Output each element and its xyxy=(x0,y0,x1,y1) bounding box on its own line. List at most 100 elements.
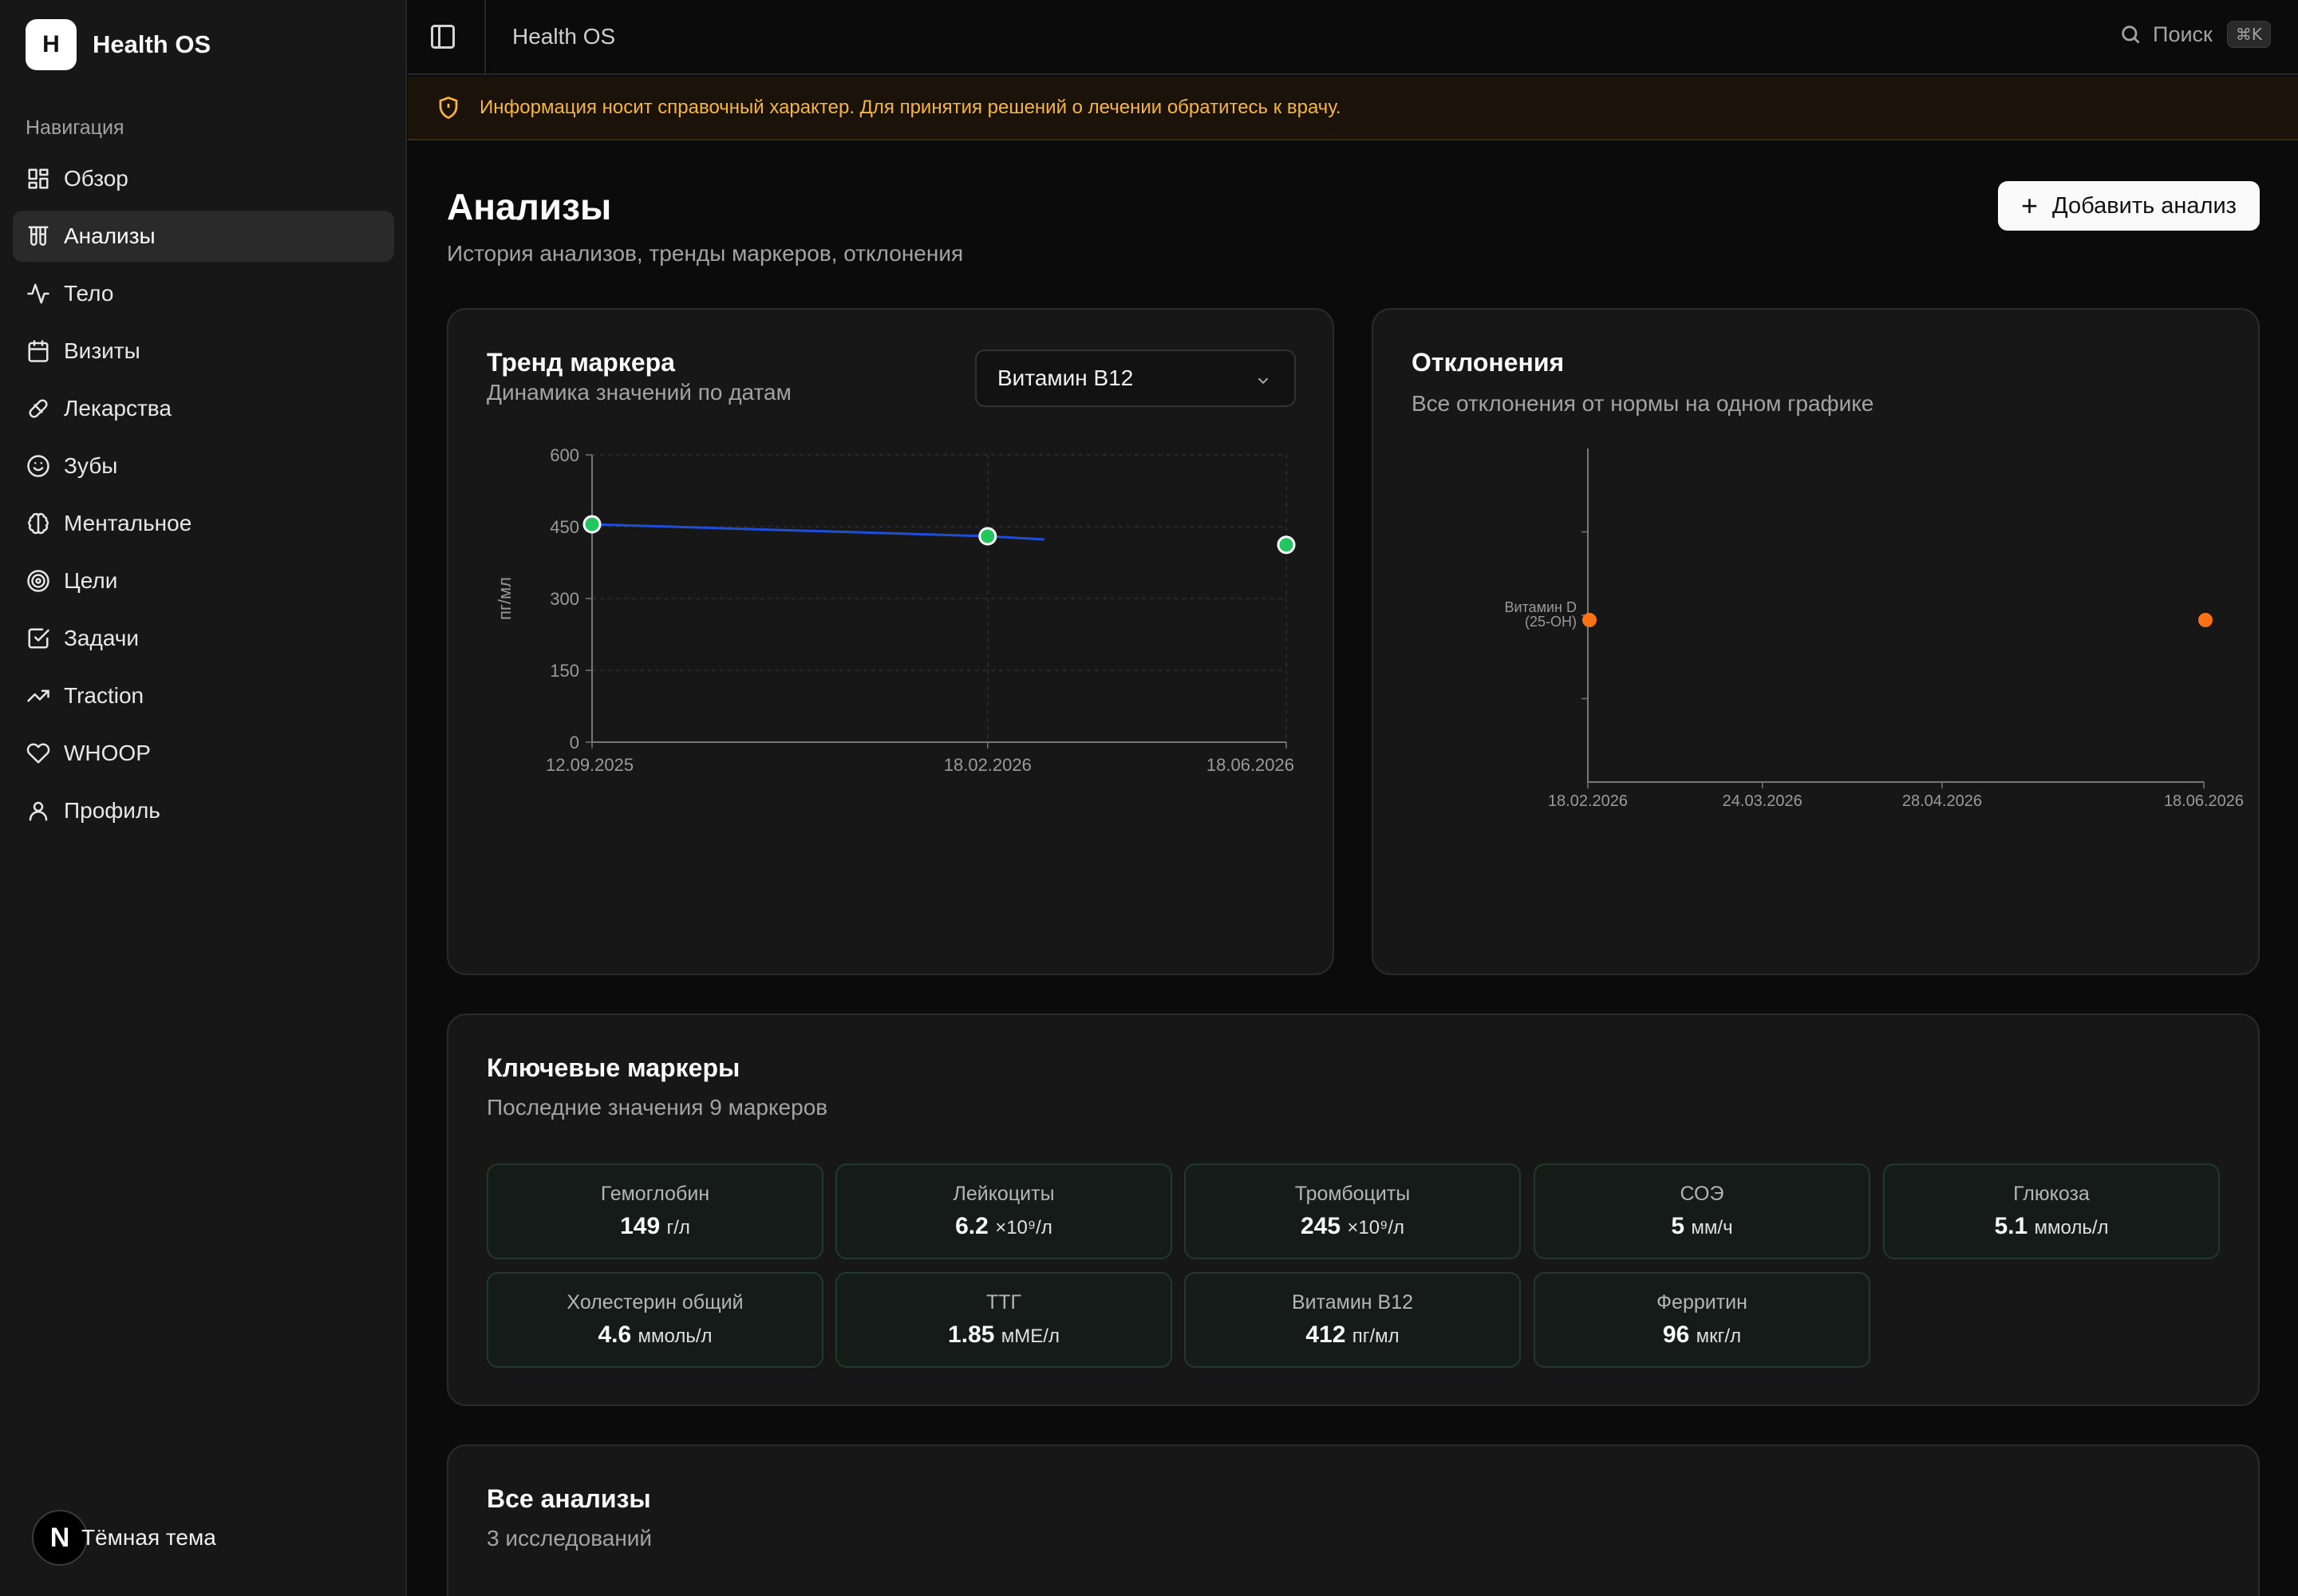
disclaimer-text: Информация носит справочный характер. Дл… xyxy=(480,97,1341,118)
smile-icon xyxy=(26,453,51,479)
x-tick-label: 18.02.2026 xyxy=(1548,792,1628,810)
brand-name: Health OS xyxy=(93,30,211,58)
marker-name: Лейкоциты xyxy=(953,1183,1055,1205)
sidebar-item-mental[interactable]: Ментальное xyxy=(13,498,394,549)
key-markers-title: Ключевые маркеры xyxy=(487,1053,740,1082)
sidebar-item-body[interactable]: Тело xyxy=(13,268,394,319)
trend-data-point xyxy=(978,527,997,546)
theme-label: Тёмная тема xyxy=(81,1525,216,1550)
target-icon xyxy=(26,568,51,594)
test-tubes-icon xyxy=(26,223,51,249)
deviation-data-point xyxy=(1582,613,1597,627)
pill-icon xyxy=(26,396,51,421)
marker-name: Холестерин общий xyxy=(567,1291,744,1314)
marker-select[interactable]: Витамин B12 xyxy=(975,350,1296,407)
marker-name: Ферритин xyxy=(1656,1291,1747,1314)
sidebar-item-tests[interactable]: Анализы xyxy=(13,211,394,262)
all-tests-subtitle: 3 исследований xyxy=(487,1526,653,1551)
sidebar-item-goals[interactable]: Цели xyxy=(13,555,394,606)
marker-value: 1.85 мМЕ/л xyxy=(948,1321,1060,1348)
deviations-card-subtitle: Все отклонения от нормы на одном графике xyxy=(1412,391,1874,416)
add-test-button[interactable]: + Добавить анализ xyxy=(1998,181,2260,231)
deviation-data-point xyxy=(2198,613,2213,627)
marker-name: СОЭ xyxy=(1680,1183,1724,1205)
marker-glucose[interactable]: Глюкоза 5.1 ммоль/л xyxy=(1883,1163,2220,1259)
activity-icon xyxy=(26,281,51,306)
trending-up-icon xyxy=(26,683,51,709)
marker-name: Глюкоза xyxy=(2013,1183,2090,1205)
nav-group-label: Навигация xyxy=(26,117,124,139)
sidebar-item-label: Профиль xyxy=(64,798,160,823)
key-markers-card: Ключевые маркеры Последние значения 9 ма… xyxy=(447,1013,2260,1406)
search-icon xyxy=(2122,26,2140,44)
marker-hemoglobin[interactable]: Гемоглобин 149 г/л xyxy=(487,1163,823,1259)
sidebar-item-label: Тело xyxy=(64,281,114,306)
disclaimer-banner: Информация носит справочный характер. Дл… xyxy=(408,77,2298,140)
y-tick-label: 300 xyxy=(550,589,579,609)
sidebar-item-tasks[interactable]: Задачи xyxy=(13,613,394,664)
marker-cholesterol[interactable]: Холестерин общий 4.6 ммоль/л xyxy=(487,1272,823,1368)
header-title: Health OS xyxy=(512,24,616,49)
sidebar-nav: Обзор Анализы Тело Визиты Лекарства Зубы… xyxy=(13,153,394,843)
marker-value: 5 мм/ч xyxy=(1671,1213,1733,1239)
marker-leukocytes[interactable]: Лейкоциты 6.2 ×10⁹/л xyxy=(835,1163,1172,1259)
theme-toggle[interactable]: N Тёмная тема xyxy=(32,1510,216,1566)
y-tick-label: 0 xyxy=(570,733,579,753)
key-markers-subtitle: Последние значения 9 маркеров xyxy=(487,1095,828,1120)
marker-select-value: Витамин B12 xyxy=(997,365,1134,390)
trend-card-title: Тренд маркера xyxy=(487,348,675,377)
x-tick-label: 24.03.2026 xyxy=(1723,792,1802,810)
deviations-card-title: Отклонения xyxy=(1412,348,1565,377)
warning-shield-icon xyxy=(439,97,458,120)
all-tests-card: Все анализы 3 исследований xyxy=(447,1444,2260,1596)
marker-tsh[interactable]: ТТГ 1.85 мМЕ/л xyxy=(835,1272,1172,1368)
y-tick-label: 600 xyxy=(550,445,579,465)
deviations-chart: 18.02.2026 24.03.2026 28.04.2026 18.06.2026… xyxy=(1505,448,2244,810)
trend-data-point xyxy=(582,515,602,534)
marker-value: 245 ×10⁹/л xyxy=(1300,1213,1405,1239)
heart-icon xyxy=(26,741,51,766)
top-header: Health OS Поиск ⌘K xyxy=(408,0,2298,75)
marker-vitamin-b12[interactable]: Витамин B12 412 пг/мл xyxy=(1184,1272,1521,1368)
trend-data-point xyxy=(1277,535,1296,555)
marker-value: 149 г/л xyxy=(620,1213,690,1239)
sidebar-item-whoop[interactable]: WHOOP xyxy=(13,728,394,779)
x-tick-label: 18.06.2026 xyxy=(1206,755,1294,775)
sidebar-item-profile[interactable]: Профиль xyxy=(13,785,394,836)
marker-name: Тромбоциты xyxy=(1294,1183,1411,1205)
sidebar-item-visits[interactable]: Визиты xyxy=(13,326,394,377)
marker-name: Гемоглобин xyxy=(600,1183,710,1205)
sidebar-item-traction[interactable]: Traction xyxy=(13,670,394,721)
marker-value: 5.1 ммоль/л xyxy=(1994,1213,2109,1239)
deviations-card: Отклонения Все отклонения от нормы на од… xyxy=(1372,308,2260,975)
sidebar-item-medications[interactable]: Лекарства xyxy=(13,383,394,434)
trend-card-subtitle: Динамика значений по датам xyxy=(487,380,792,405)
dashboard-icon xyxy=(26,166,51,192)
next-badge-icon[interactable]: N xyxy=(32,1510,88,1566)
sidebar-item-label: Задачи xyxy=(64,626,140,650)
panel-left-icon xyxy=(431,25,455,49)
search-shortcut: ⌘K xyxy=(2226,21,2271,48)
header-divider xyxy=(484,0,486,75)
chevron-down-icon xyxy=(1258,377,1269,385)
marker-esr[interactable]: СОЭ 5 мм/ч xyxy=(1534,1163,1870,1259)
sidebar-item-label: Зубы xyxy=(64,453,118,478)
all-tests-title: Все анализы xyxy=(487,1484,651,1513)
plus-icon: + xyxy=(2021,189,2039,222)
sidebar-item-overview[interactable]: Обзор xyxy=(13,153,394,204)
brand[interactable]: H Health OS xyxy=(26,19,211,70)
marker-platelets[interactable]: Тромбоциты 245 ×10⁹/л xyxy=(1184,1163,1521,1259)
marker-ferritin[interactable]: Ферритин 96 мкг/л xyxy=(1534,1272,1870,1368)
search-button[interactable]: Поиск ⌘K xyxy=(2119,21,2271,48)
marker-value: 6.2 ×10⁹/л xyxy=(955,1213,1052,1239)
sidebar-toggle-button[interactable] xyxy=(428,22,460,54)
sidebar-item-teeth[interactable]: Зубы xyxy=(13,440,394,492)
sidebar-item-label: Traction xyxy=(64,683,144,708)
marker-name: Витамин B12 xyxy=(1291,1291,1414,1314)
y-tick-label: 150 xyxy=(550,661,579,681)
calendar-icon xyxy=(26,338,51,364)
category-label: Витамин D (25-OH) xyxy=(1505,599,1577,630)
x-tick-label: 12.09.2025 xyxy=(546,755,634,775)
brand-logo: H xyxy=(26,19,77,70)
trend-card: Тренд маркера Динамика значений по датам… xyxy=(447,308,1334,975)
